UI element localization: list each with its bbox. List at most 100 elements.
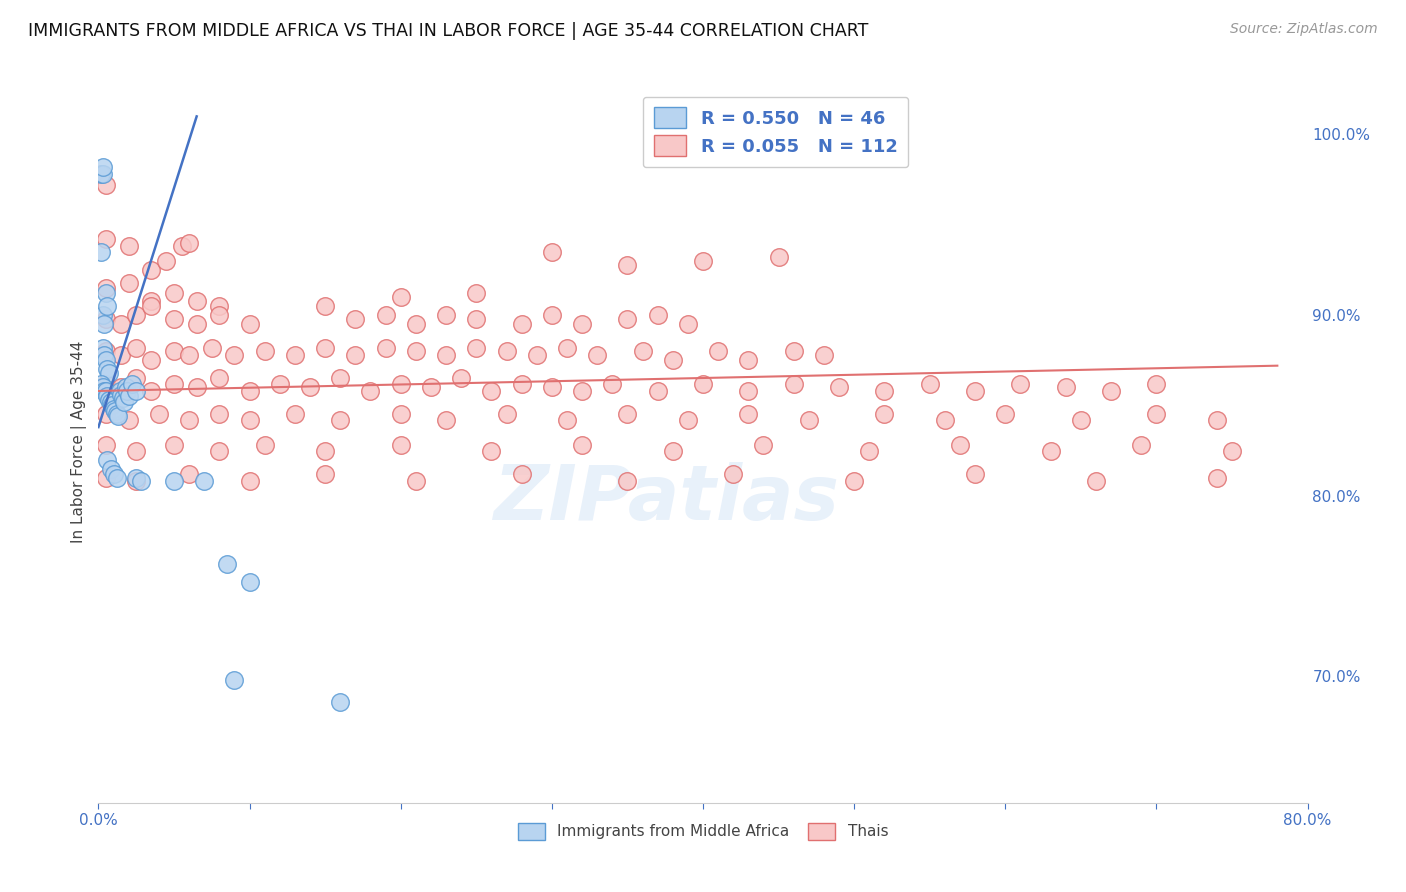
- Point: [526, 348, 548, 362]
- Point: [1357, 181, 1379, 195]
- Point: [389, 290, 412, 304]
- Point: [661, 443, 683, 458]
- Point: [465, 286, 488, 301]
- Point: [125, 371, 148, 385]
- Point: [873, 408, 896, 422]
- Point: [1039, 443, 1062, 458]
- Point: [389, 438, 412, 452]
- Point: [1054, 380, 1077, 394]
- Point: [163, 438, 186, 452]
- Point: [434, 348, 457, 362]
- Point: [100, 394, 122, 409]
- Point: [94, 376, 117, 391]
- Point: [737, 384, 759, 398]
- Point: [107, 409, 129, 424]
- Point: [405, 475, 427, 489]
- Point: [555, 341, 578, 355]
- Point: [118, 239, 141, 253]
- Point: [571, 384, 593, 398]
- Point: [329, 413, 352, 427]
- Point: [103, 467, 125, 481]
- Point: [239, 575, 262, 590]
- Point: [224, 673, 246, 687]
- Point: [768, 250, 790, 264]
- Point: [141, 293, 163, 308]
- Point: [125, 470, 148, 484]
- Point: [125, 384, 148, 398]
- Point: [129, 475, 152, 489]
- Point: [94, 232, 117, 246]
- Point: [155, 253, 177, 268]
- Point: [208, 371, 231, 385]
- Point: [163, 376, 186, 391]
- Point: [616, 258, 638, 272]
- Point: [586, 348, 609, 362]
- Point: [269, 376, 291, 391]
- Point: [179, 348, 201, 362]
- Point: [91, 308, 114, 322]
- Point: [96, 362, 118, 376]
- Point: [934, 413, 956, 427]
- Point: [239, 413, 262, 427]
- Point: [329, 695, 352, 709]
- Point: [125, 341, 148, 355]
- Point: [141, 384, 163, 398]
- Point: [125, 308, 148, 322]
- Point: [647, 308, 669, 322]
- Point: [647, 384, 669, 398]
- Point: [141, 353, 163, 368]
- Point: [918, 376, 941, 391]
- Point: [94, 286, 117, 301]
- Point: [94, 470, 117, 484]
- Text: IMMIGRANTS FROM MIDDLE AFRICA VS THAI IN LABOR FORCE | AGE 35-44 CORRELATION CHA: IMMIGRANTS FROM MIDDLE AFRICA VS THAI IN…: [28, 22, 869, 40]
- Point: [94, 178, 117, 192]
- Point: [540, 380, 562, 394]
- Point: [112, 394, 135, 409]
- Point: [208, 443, 231, 458]
- Point: [299, 380, 322, 394]
- Point: [94, 384, 117, 398]
- Point: [91, 167, 114, 181]
- Point: [94, 281, 117, 295]
- Point: [1144, 376, 1167, 391]
- Point: [965, 384, 987, 398]
- Point: [110, 348, 132, 362]
- Point: [813, 348, 835, 362]
- Point: [208, 308, 231, 322]
- Point: [110, 380, 132, 394]
- Point: [616, 311, 638, 326]
- Point: [692, 253, 714, 268]
- Point: [571, 317, 593, 331]
- Point: [481, 443, 503, 458]
- Point: [434, 413, 457, 427]
- Point: [1070, 413, 1092, 427]
- Point: [215, 558, 238, 572]
- Point: [510, 317, 533, 331]
- Point: [111, 391, 134, 405]
- Point: [692, 376, 714, 391]
- Point: [239, 384, 262, 398]
- Point: [797, 413, 820, 427]
- Point: [949, 438, 972, 452]
- Point: [1220, 443, 1243, 458]
- Point: [208, 408, 231, 422]
- Point: [602, 376, 624, 391]
- Point: [101, 398, 124, 412]
- Point: [1206, 470, 1229, 484]
- Point: [737, 353, 759, 368]
- Point: [752, 438, 775, 452]
- Point: [91, 341, 114, 355]
- Y-axis label: In Labor Force | Age 35-44: In Labor Force | Age 35-44: [72, 341, 87, 542]
- Point: [93, 317, 115, 331]
- Point: [93, 348, 115, 362]
- Point: [314, 341, 336, 355]
- Point: [201, 341, 224, 355]
- Point: [737, 408, 759, 422]
- Point: [118, 276, 141, 290]
- Point: [314, 467, 336, 481]
- Point: [465, 341, 488, 355]
- Point: [631, 344, 654, 359]
- Point: [495, 344, 517, 359]
- Point: [110, 317, 132, 331]
- Point: [208, 299, 231, 313]
